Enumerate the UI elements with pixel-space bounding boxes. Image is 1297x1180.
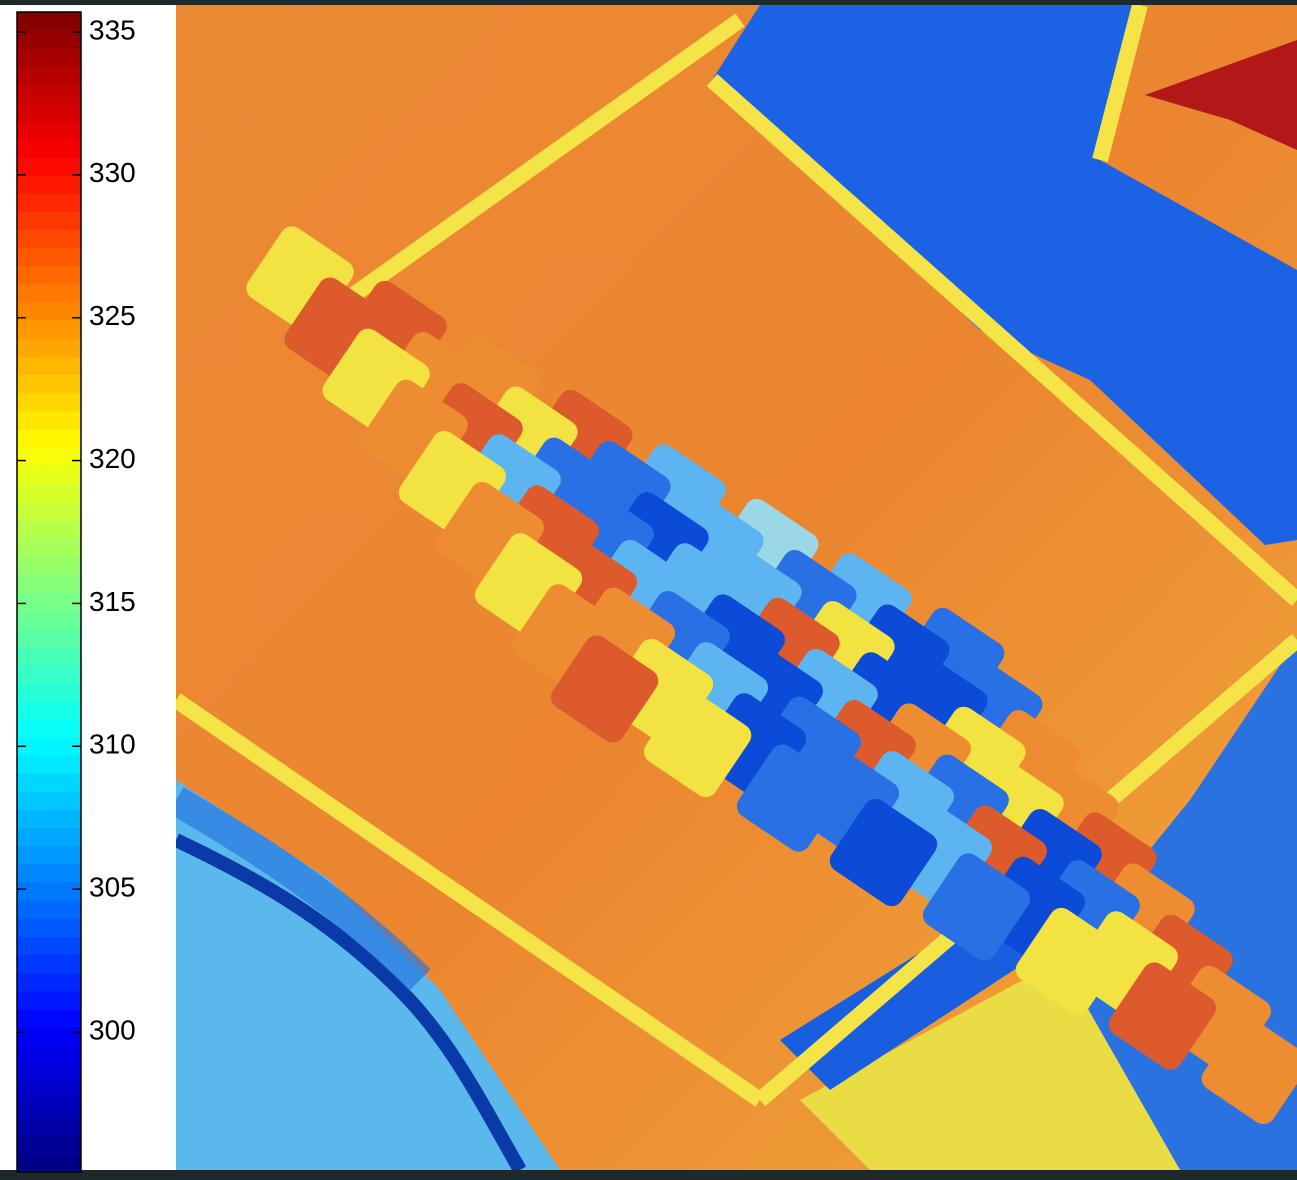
colorbar-segment [17,103,81,122]
colorbar-segment [17,1009,81,1028]
colorbar-segment [17,936,81,955]
colorbar-segment [17,1154,81,1173]
colorbar-tick-label: 300 [89,1014,136,1045]
colorbar-segment [17,30,81,49]
colorbar-segment [17,230,81,249]
colorbar-segment [17,429,81,448]
colorbar-segment [17,574,81,593]
colorbar-tick-label: 305 [89,872,136,903]
colorbar-segment [17,810,81,829]
colorbar-tick-label: 335 [89,14,136,45]
colorbar-segment [17,701,81,720]
colorbar-segment [17,12,81,31]
colorbar-segment [17,828,81,847]
colorbar-tick-label: 310 [89,729,136,760]
colorbar-segment [17,193,81,212]
colorbar-segment [17,592,81,611]
colorbar-segment [17,1027,81,1046]
colorbar-segment [17,393,81,412]
colorbar-segment [17,356,81,375]
colorbar-segment [17,628,81,647]
colorbar-segment [17,900,81,919]
colorbar-segment [17,791,81,810]
colorbar-segment [17,1136,81,1155]
colorbar-segment [17,320,81,339]
colorbar-segment [17,48,81,67]
colorbar-segment [17,157,81,176]
colorbar-segment [17,211,81,230]
figure: 300 305 310 315 320 325 330 335 [0,0,1297,1175]
colorbar-segment [17,683,81,702]
colorbar-tick-label: 320 [89,443,136,474]
colorbar-segment [17,665,81,684]
colorbar-segment [17,248,81,267]
colorbar-tick-label: 325 [89,300,136,331]
colorbar-segment [17,646,81,665]
colorbar-segment [17,411,81,430]
colorbar-segment [17,175,81,194]
colorbar-segment [17,773,81,792]
colorbar-segment [17,338,81,357]
colorbar-segment [17,1045,81,1064]
colorbar-segment [17,284,81,303]
colorbar-segment [17,1118,81,1137]
colorbar-segment [17,882,81,901]
colorbar-segment [17,556,81,575]
page: {"chart_data": {"type": "image", "colorm… [0,0,1297,1175]
colorbar-segment [17,121,81,140]
colorbar-segment [17,520,81,539]
colorbar-segment [17,465,81,484]
colorbar-tick-label: 330 [89,157,136,188]
colorbar-segment [17,610,81,629]
thermal-image [176,5,1297,1170]
colorbar-segment [17,447,81,466]
colorbar-segment [17,973,81,992]
colorbar-segment [17,918,81,937]
colorbar-segment [17,66,81,85]
colorbar-segment [17,846,81,865]
colorbar-segment [17,991,81,1010]
colorbar-segment [17,1100,81,1119]
colorbar-tick-label: 315 [89,586,136,617]
colorbar-segment [17,955,81,974]
colorbar-segment [17,85,81,104]
colorbar-segment [17,483,81,502]
colorbar-segment [17,266,81,285]
colorbar-segment [17,139,81,158]
colorbar-segment [17,864,81,883]
colorbar-segment [17,1063,81,1082]
colorbar-segment [17,501,81,520]
colorbar-segment [17,302,81,321]
colorbar-segment [17,737,81,756]
colorbar-segment [17,755,81,774]
colorbar-segment [17,1081,81,1100]
colorbar-segment [17,538,81,557]
colorbar-segment [17,375,81,394]
colorbar-segment [17,719,81,738]
